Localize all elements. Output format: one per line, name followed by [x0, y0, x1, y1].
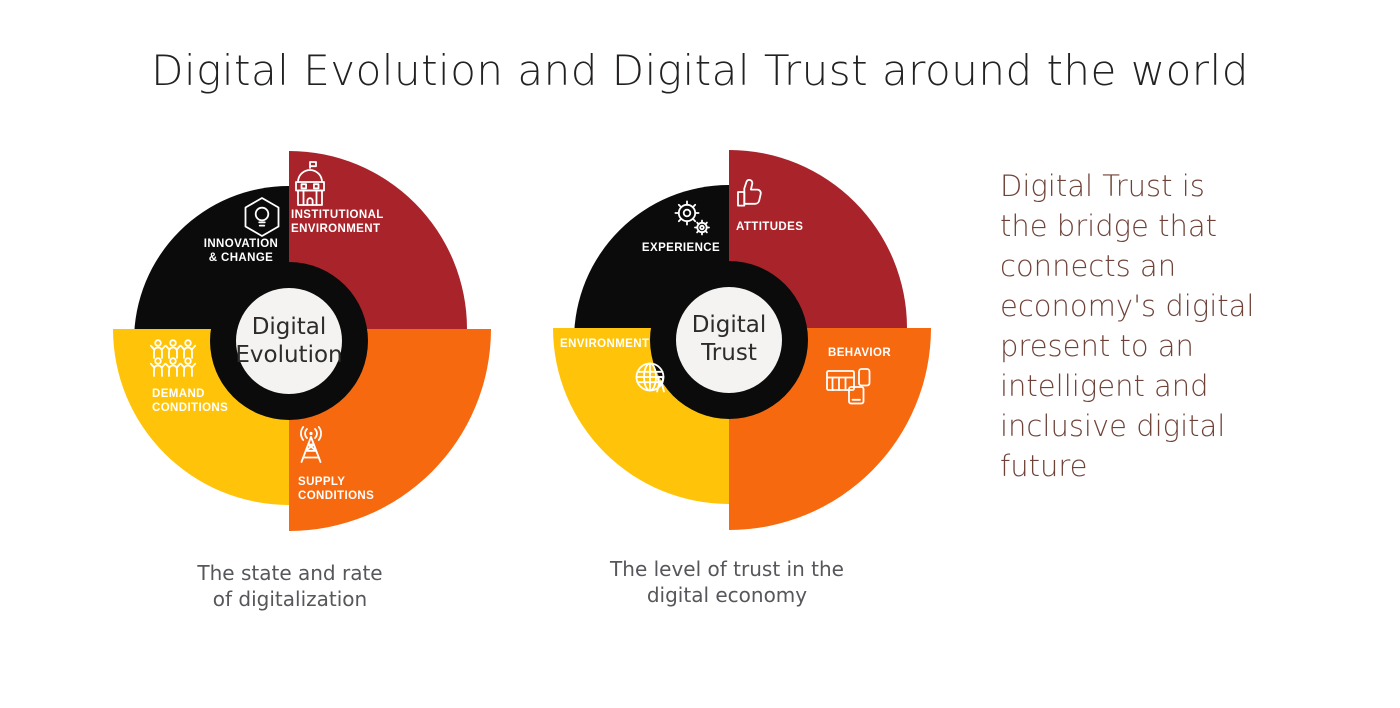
- segment-label-environment: ENVIRONMENT: [560, 338, 649, 350]
- trust-center-label-line1: Digital: [692, 312, 767, 338]
- segment-label-institutional-line2: ENVIRONMENT: [291, 223, 380, 235]
- segment-label-institutional-line1: INSTITUTIONAL: [291, 209, 384, 221]
- segment-label-experience: EXPERIENCE: [642, 242, 720, 254]
- government-building-icon: [295, 161, 325, 206]
- segment-label-supply-line1: SUPPLY: [298, 476, 345, 488]
- radio-tower-icon: [300, 426, 322, 463]
- evolution-center-label-line2: Evolution: [235, 342, 342, 368]
- segment-label-innovation-line2: & CHANGE: [209, 252, 274, 264]
- segment-label-supply-line2: CONDITIONS: [298, 490, 374, 502]
- segment-label-demand-line1: DEMAND: [152, 388, 205, 400]
- evolution-center-circle: [236, 288, 342, 394]
- evolution-caption: The state and rate of digitalization: [197, 561, 383, 611]
- evolution-center-label-line1: Digital: [252, 314, 327, 340]
- trust-center-circle: [676, 287, 782, 393]
- digital-trust-wheel: Digital Trust EXPERIENCE ATTITUDES: [553, 150, 931, 530]
- digital-evolution-wheel: Digital Evolution INNOVATION & CHANGE IN…: [113, 151, 491, 531]
- segment-label-attitudes: ATTITUDES: [736, 221, 803, 233]
- segment-label-demand-line2: CONDITIONS: [152, 402, 228, 414]
- globe-person-icon: [635, 362, 665, 393]
- devices-icon: [826, 368, 871, 405]
- trust-center-label-line2: Trust: [700, 340, 757, 366]
- page-title: Digital Evolution and Digital Trust arou…: [151, 46, 1249, 95]
- gears-icon: [674, 200, 710, 236]
- side-note-text: Digital Trust is the bridge that connect…: [1000, 169, 1255, 483]
- hexagon-lightbulb-icon: [244, 197, 280, 237]
- trust-caption: The level of trust in the digital econom…: [610, 557, 844, 607]
- thumbs-up-icon: [737, 179, 762, 207]
- segment-label-behavior: BEHAVIOR: [828, 347, 891, 359]
- segment-label-innovation-line1: INNOVATION: [204, 238, 279, 250]
